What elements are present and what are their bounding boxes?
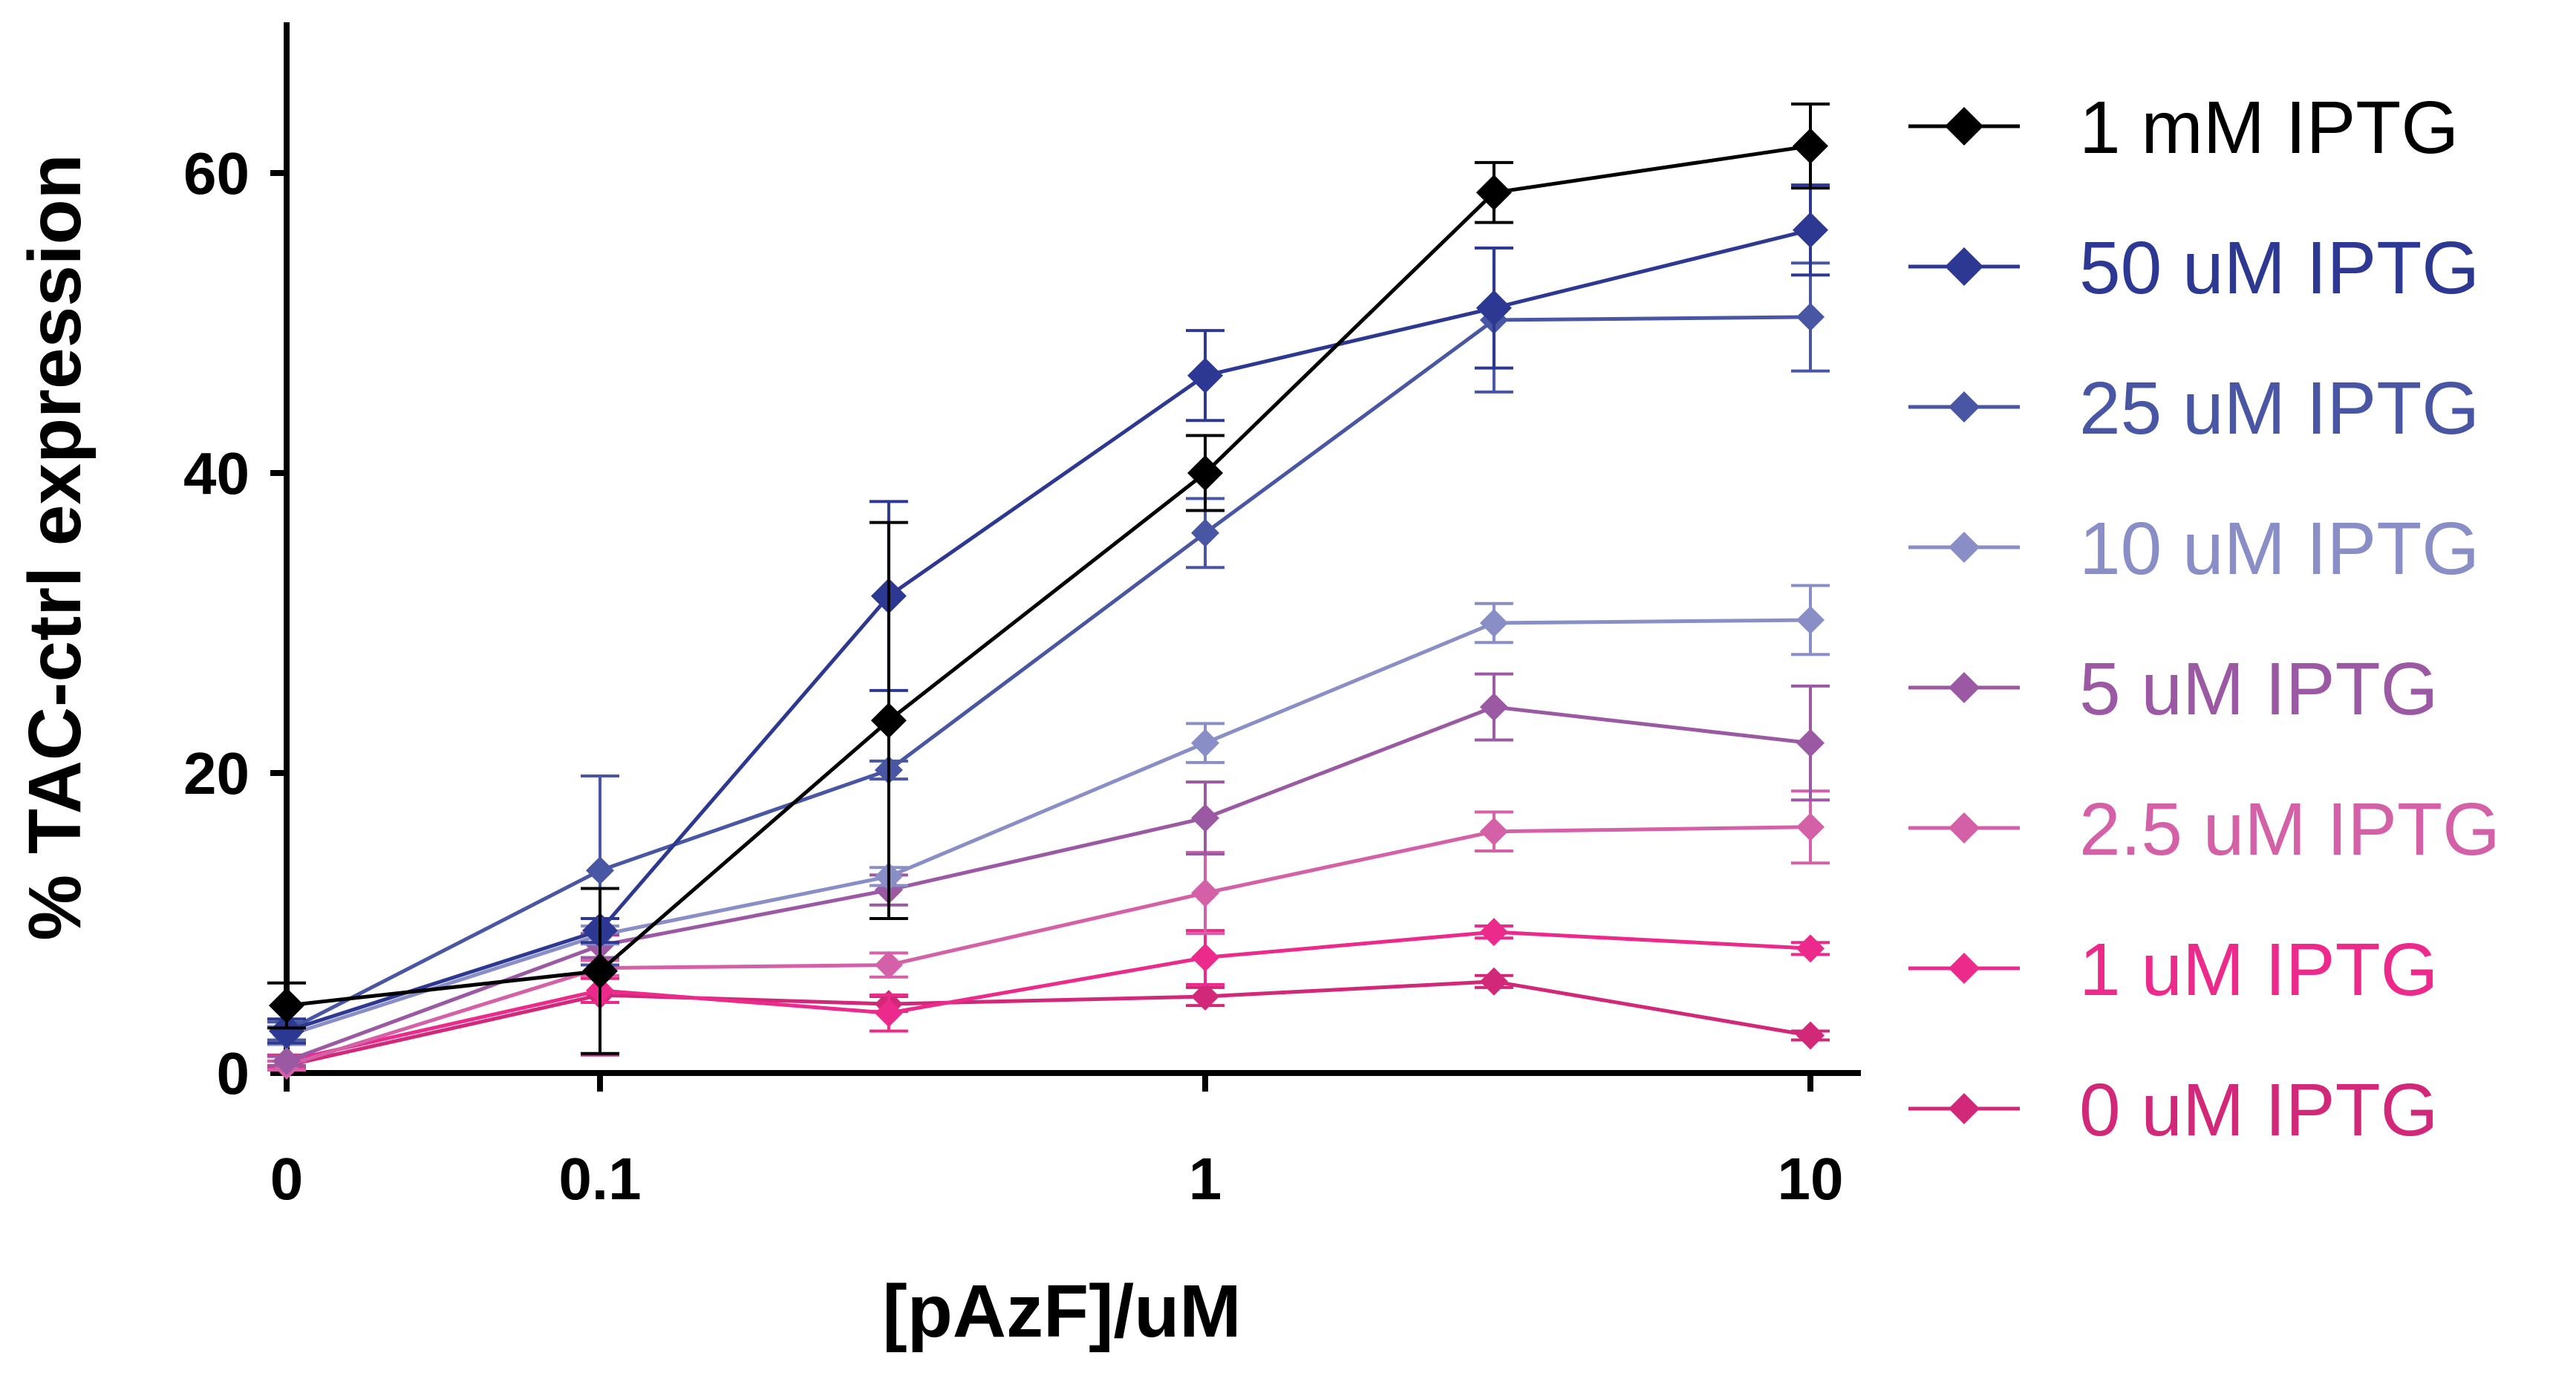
data-point [1479,967,1508,996]
y-ticks: 0 20 40 60 [183,140,287,1106]
x-axis-title: [pAzF]/uM [882,1270,1241,1353]
x-minor-ticks [288,1070,1848,1076]
legend-item-2-5-um-iptg: 2.5 uM IPTG [1908,788,2500,871]
series-0-um-iptg [267,933,1830,1080]
data-point [1796,934,1825,963]
series-line [286,144,1811,1008]
legend-label: 10 uM IPTG [2079,507,2479,590]
data-point [1191,943,1219,972]
legend: 1 mM IPTG 50 uM IPTG 25 uM IPTG 10 uM IPTG 5… [1908,86,2500,1152]
data-point [874,950,903,979]
series-5-um-iptg [267,672,1830,1075]
legend-label: 2.5 uM IPTG [2079,788,2500,871]
data-point [1191,803,1219,832]
series-line [286,618,1811,1037]
series-line [286,930,1811,1063]
legend-marker [1949,812,1980,844]
legend-item-10-um-iptg: 10 uM IPTG [1908,507,2479,590]
legend-item-50-um-iptg: 50 uM IPTG [1908,226,2479,310]
data-point [1479,609,1508,637]
x-tick-label: 1 [1189,1146,1222,1212]
y-tick-label: 20 [183,740,250,806]
y-tick-label: 40 [183,440,250,506]
series-line [286,979,1811,1068]
legend-label: 0 uM IPTG [2079,1069,2438,1152]
legend-marker [1945,107,1983,146]
data-point [269,988,304,1024]
series-line [286,228,1811,1033]
data-point [870,702,907,739]
legend-marker [1945,247,1983,286]
legend-marker [1949,672,1980,703]
legend-marker [1949,1093,1980,1124]
legend-item-25-um-iptg: 25 uM IPTG [1908,367,2479,450]
legend-label: 50 uM IPTG [2079,226,2479,310]
data-point [1476,290,1512,326]
legend-item-0-um-iptg: 0 uM IPTG [1908,1069,2438,1152]
legend-label: 25 uM IPTG [2079,367,2479,450]
y-tick-label: 0 [217,1040,250,1106]
data-point [586,856,614,885]
y-axis-title: % TAC-ctrl expression [13,154,97,941]
data-point [273,1046,301,1075]
series-line [285,315,1811,1033]
x-tick-label: 10 [1778,1146,1844,1212]
x-tick-label: 0 [270,1146,304,1212]
data-point [1187,455,1223,491]
legend-item-5-um-iptg: 5 uM IPTG [1908,648,2438,731]
series-2-5-um-iptg [267,789,1830,1080]
series-1-mm-iptg [267,102,1830,1055]
data-point [1191,728,1219,757]
data-point [1191,518,1219,547]
data-point [1793,212,1828,248]
x-tick-label: 0.1 [558,1146,641,1212]
legend-marker [1949,391,1980,423]
data-point [1479,918,1508,947]
legend-marker [1949,532,1980,563]
series-layer [267,102,1830,1080]
data-point [269,1013,304,1049]
y-tick-label: 60 [183,140,250,206]
data-point [1796,1021,1825,1050]
data-point [1191,982,1219,1011]
data-point [1796,812,1825,841]
data-point [1476,175,1512,211]
data-point [1191,878,1219,907]
legend-item-1-um-iptg: 1 uM IPTG [1908,928,2438,1011]
data-point [1796,728,1825,757]
data-point [1479,693,1508,722]
series-1-um-iptg [267,918,1830,1075]
legend-item-1-mm-iptg: 1 mM IPTG [1908,86,2459,169]
legend-label: 5 uM IPTG [2079,648,2438,731]
data-point [1187,357,1223,394]
series-25-um-iptg [267,247,1830,1046]
data-point [874,999,903,1028]
data-point [1793,128,1828,164]
data-point [1796,302,1825,331]
data-point [1479,817,1508,846]
x-ticks: 0 0.1 1 10 [270,1073,1844,1212]
legend-marker [1949,953,1980,984]
legend-label: 1 mM IPTG [2079,86,2459,169]
series-line [286,705,1811,1063]
legend-label: 1 uM IPTG [2079,928,2438,1011]
series-line [286,825,1811,1068]
data-point [582,953,618,989]
data-point [1796,605,1825,634]
